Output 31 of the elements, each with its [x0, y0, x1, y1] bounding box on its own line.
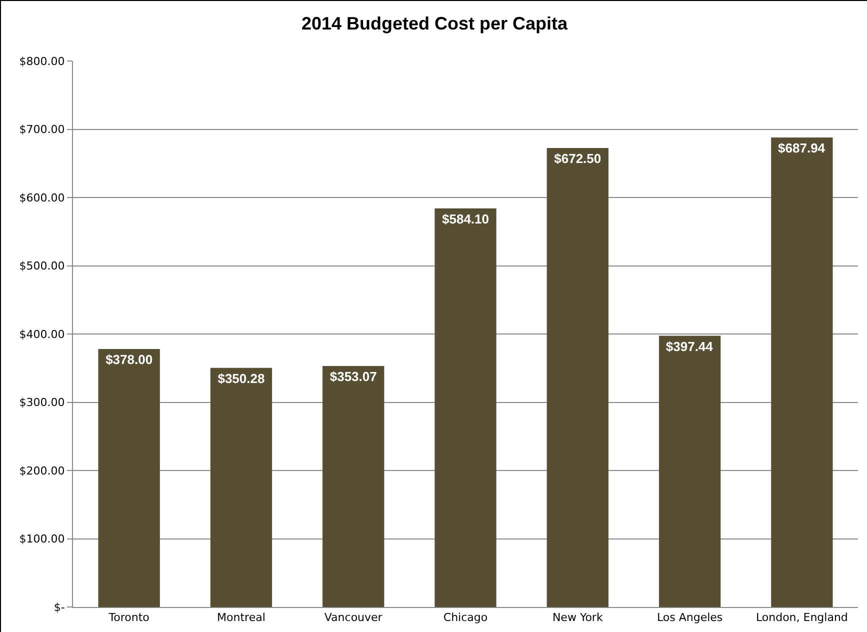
- data-label: $350.28: [218, 370, 265, 386]
- bar: [98, 349, 160, 607]
- y-tick-label: $100.00: [19, 532, 65, 546]
- y-tick-label: $-: [54, 600, 65, 614]
- x-tick-label: Vancouver: [324, 611, 383, 624]
- x-tick-label: Montreal: [217, 611, 266, 624]
- x-tick-label: New York: [552, 611, 604, 624]
- bar: [322, 366, 384, 607]
- y-tick-label: $800.00: [19, 54, 65, 68]
- x-tick-label: London, England: [756, 611, 848, 624]
- bar: [210, 368, 272, 607]
- y-tick-label: $600.00: [19, 191, 65, 204]
- y-tick-label: $500.00: [19, 260, 65, 273]
- y-tick-label: $200.00: [19, 464, 65, 478]
- data-label: $378.00: [106, 352, 153, 368]
- y-tick-label: $300.00: [19, 396, 65, 410]
- bar: [434, 208, 496, 607]
- data-label: $397.44: [666, 338, 714, 354]
- y-tick-label: $400.00: [19, 328, 65, 341]
- data-label: $584.10: [442, 211, 489, 226]
- bar: [546, 148, 608, 607]
- bar: [658, 336, 721, 607]
- data-label: $353.07: [330, 369, 377, 384]
- y-tick-label: $700.00: [19, 123, 65, 136]
- x-tick-label: Toronto: [108, 611, 150, 624]
- chart-title: 2014 Budgeted Cost per Capita: [301, 13, 569, 34]
- bar: [771, 137, 833, 607]
- data-label: $687.94: [778, 140, 826, 156]
- data-label: $672.50: [554, 151, 602, 166]
- x-tick-label: Chicago: [443, 611, 488, 624]
- x-tick-label: Los Angeles: [656, 611, 723, 624]
